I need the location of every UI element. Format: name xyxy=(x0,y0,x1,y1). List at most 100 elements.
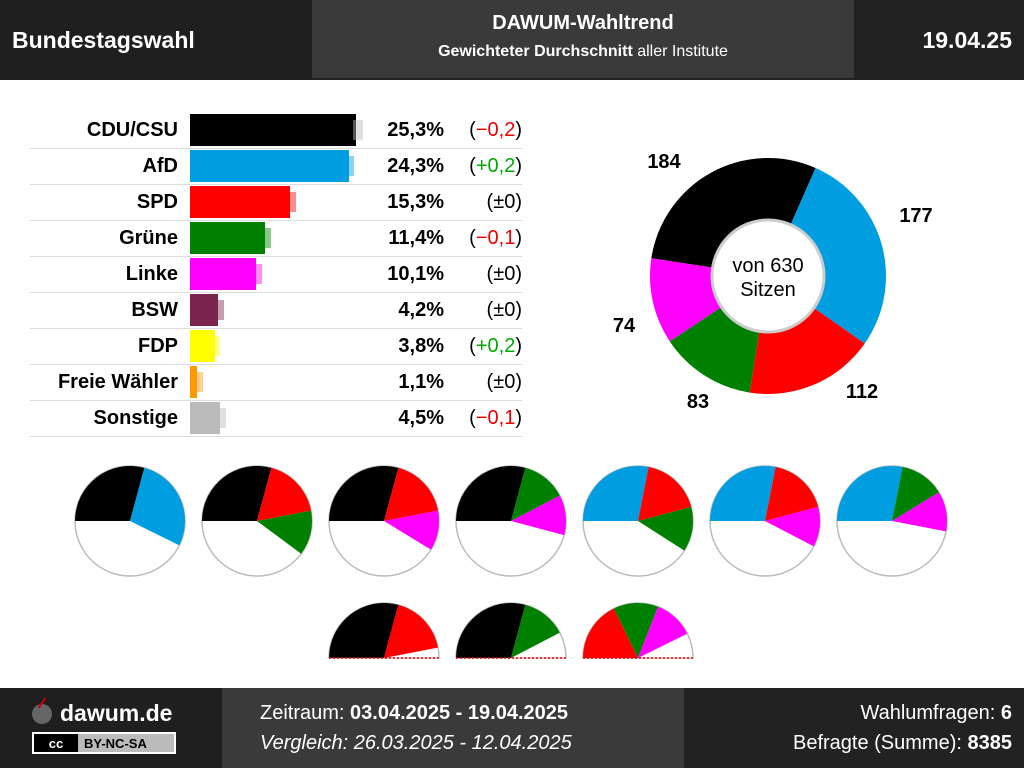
vote-percent: 3,8% xyxy=(398,335,444,357)
previous-value-marker xyxy=(353,120,364,140)
coalition-slice xyxy=(638,506,693,551)
party-row: CDU/CSU 25,3% (−0,2) xyxy=(30,112,522,149)
vote-bar xyxy=(190,114,356,146)
respondents-line: Befragte (Summe): 8385 xyxy=(793,732,1012,755)
coalition-slice xyxy=(613,602,659,658)
coalition-slice xyxy=(892,467,939,521)
polls-value: 6 xyxy=(1000,702,1012,724)
party-row: Grüne 11,4% (−0,1) xyxy=(30,220,522,257)
compare-line: Vergleich: 26.03.2025 - 12.04.2025 xyxy=(260,732,572,754)
license-text: BY-NC-SA xyxy=(84,735,147,751)
vote-percent: 25,3% xyxy=(387,119,444,141)
vote-percent: 11,4% xyxy=(388,227,444,249)
vote-bar xyxy=(190,294,218,326)
donut-slice xyxy=(651,158,816,268)
donut-slice xyxy=(790,168,886,344)
coalition-slice xyxy=(328,603,399,658)
party-row: FDP 3,8% (+0,2) xyxy=(30,328,522,365)
coalition-slice xyxy=(638,606,688,658)
site-link[interactable]: dawum.de xyxy=(60,700,173,726)
vote-bar xyxy=(190,402,220,434)
party-label: Freie Wähler xyxy=(57,371,178,393)
vote-change: (±0) xyxy=(486,371,522,393)
cc-icon: cc xyxy=(34,734,78,752)
vote-percent: 10,1% xyxy=(387,263,444,285)
donut-hole xyxy=(710,218,826,334)
header-bar: Bundestagswahl DAWUM-Wahltrend Gewichtet… xyxy=(0,0,1024,80)
party-row: AfD 24,3% (+0,2) xyxy=(30,148,522,185)
donut-center-text: Sitzen xyxy=(740,279,796,301)
coalition-slice xyxy=(583,466,649,521)
coalition-slice xyxy=(765,506,820,547)
seat-label: 177 xyxy=(899,205,932,227)
chart-title: DAWUM-Wahltrend xyxy=(492,12,674,34)
license-badge[interactable]: cc BY-NC-SA xyxy=(32,732,176,754)
vote-change: (+0,2) xyxy=(469,155,522,177)
coalition-slice xyxy=(837,466,903,521)
subtitle-rest: aller Institute xyxy=(632,43,728,60)
vote-bar xyxy=(190,150,350,182)
vote-bar xyxy=(190,258,257,290)
party-row: SPD 15,3% (±0) xyxy=(30,184,522,221)
vote-change: (−0,1) xyxy=(469,227,522,249)
coalition-slice xyxy=(75,465,145,521)
donut-slice xyxy=(669,307,760,393)
respondents-label: Befragte (Summe): xyxy=(792,732,968,754)
previous-value-marker xyxy=(261,228,272,248)
vote-percent: 4,5% xyxy=(398,407,444,429)
vote-change: (−0,2) xyxy=(469,119,522,141)
coalition-slice xyxy=(384,467,439,521)
coalition-slice xyxy=(455,465,526,521)
previous-value-marker xyxy=(209,336,220,356)
subtitle-bold: Gewichteter Durchschnitt xyxy=(438,43,633,60)
previous-value-marker xyxy=(216,408,227,428)
period-line: Zeitraum: 03.04.2025 - 19.04.2025 xyxy=(260,702,568,725)
coalition-slice xyxy=(384,510,439,550)
polls-label: Wahlumfragen: xyxy=(860,702,1001,724)
coalition-slice xyxy=(710,466,776,521)
coalition-slice xyxy=(384,604,439,658)
party-row: Linke 10,1% (±0) xyxy=(30,256,522,293)
coalition-slice xyxy=(765,467,819,521)
coalition-slice xyxy=(257,467,312,521)
chart-title-block: DAWUM-Wahltrend Gewichteter Durchschnitt… xyxy=(312,0,854,78)
party-label: SPD xyxy=(136,191,178,213)
party-label: Linke xyxy=(125,263,178,285)
vote-change: (+0,2) xyxy=(469,335,522,357)
footer-brand: dawum.de cc BY-NC-SA xyxy=(0,688,222,768)
seat-label: 184 xyxy=(647,151,681,173)
election-title: Bundestagswahl xyxy=(0,0,312,80)
coalition-slice xyxy=(511,467,560,521)
coalition-slice xyxy=(130,467,186,546)
vote-change: (−0,1) xyxy=(469,407,522,429)
vote-percent: 1,1% xyxy=(398,371,444,393)
coalition-slice xyxy=(511,604,560,658)
party-label: Grüne xyxy=(119,227,178,249)
seat-label: 112 xyxy=(846,381,878,403)
vote-bar xyxy=(190,366,198,398)
vote-percent: 4,2% xyxy=(398,299,444,321)
report-date: 19.04.25 xyxy=(922,27,1012,53)
coalition-slice xyxy=(455,603,526,658)
vote-percent: 15,3% xyxy=(387,191,444,213)
donut-slice xyxy=(749,308,865,395)
previous-value-marker xyxy=(213,300,224,320)
coalition-slice xyxy=(328,465,399,521)
party-label: FDP xyxy=(138,335,178,357)
vote-percent: 24,3% xyxy=(387,155,444,177)
party-row: Sonstige 4,5% (−0,1) xyxy=(30,400,522,437)
chart-subtitle: Gewichteter Durchschnitt aller Institute xyxy=(312,43,854,61)
vote-change: (±0) xyxy=(486,299,522,321)
previous-value-marker xyxy=(252,264,263,284)
dawum-logo-icon xyxy=(32,704,52,724)
period-value: 03.04.2025 - 19.04.2025 xyxy=(350,702,568,724)
footer-stats: Wahlumfragen: 6 Befragte (Summe): 8385 xyxy=(684,688,1024,768)
vote-bar xyxy=(190,330,215,362)
party-label: BSW xyxy=(131,299,178,321)
period-label: Zeitraum: xyxy=(260,702,351,724)
vote-change: (±0) xyxy=(486,263,522,285)
coalition-slice xyxy=(583,608,638,658)
vote-change: (±0) xyxy=(486,191,522,213)
seat-label: 83 xyxy=(687,391,709,413)
previous-value-marker xyxy=(286,192,297,212)
